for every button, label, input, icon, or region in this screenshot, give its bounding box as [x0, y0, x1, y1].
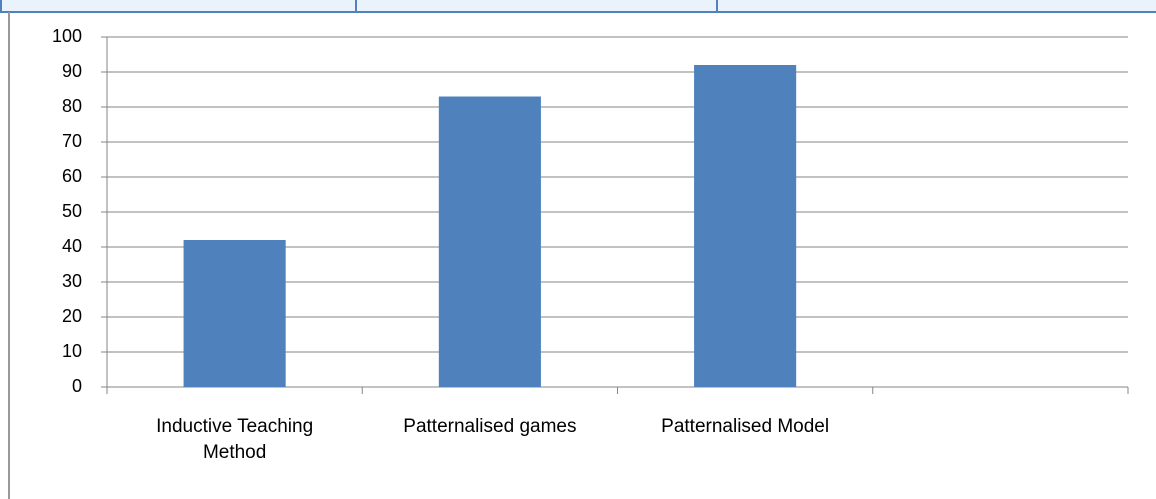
y-tick-label: 20 [62, 306, 82, 326]
y-tick-label: 60 [62, 166, 82, 186]
bar [438, 96, 541, 387]
y-tick-label: 50 [62, 201, 82, 221]
y-tick-label: 10 [62, 341, 82, 361]
bar [694, 65, 797, 387]
y-tick-label: 90 [62, 61, 82, 81]
y-tick-label: 0 [72, 376, 82, 396]
x-tick-label: Patternalised Model [661, 416, 830, 437]
x-tick-label: Patternalised games [403, 416, 577, 437]
y-tick-label: 40 [62, 236, 82, 256]
x-tick-label: Inductive Teaching Method [156, 416, 314, 463]
bar [183, 240, 286, 387]
y-tick-label: 80 [62, 96, 82, 116]
y-tick-label: 100 [52, 26, 82, 46]
table-strip [0, 0, 1156, 12]
y-tick-label: 70 [62, 131, 82, 151]
y-tick-label: 30 [62, 271, 82, 291]
